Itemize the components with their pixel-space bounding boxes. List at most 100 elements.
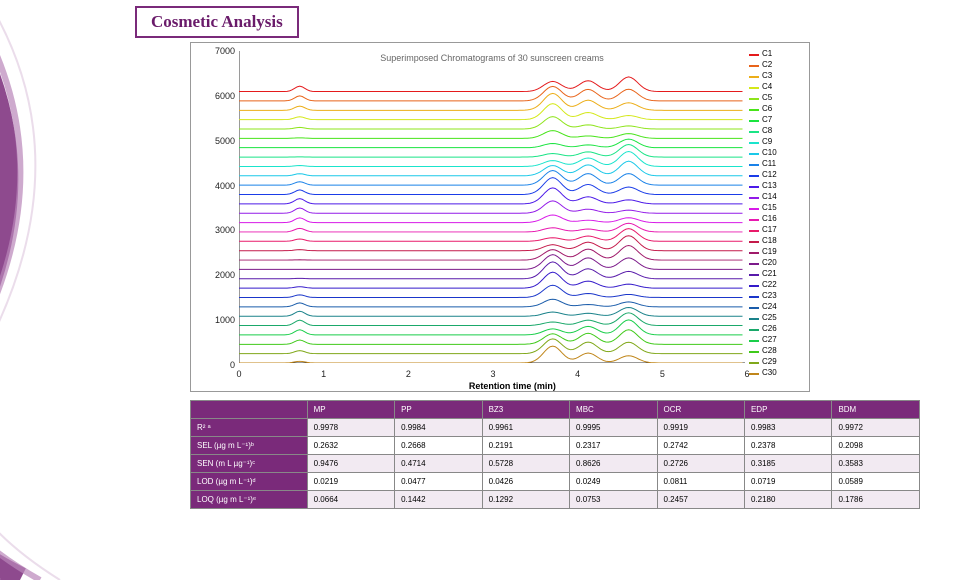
- table-cell: 0.5728: [482, 455, 569, 473]
- ytick: 5000: [197, 136, 235, 146]
- table-cell: 0.0664: [307, 491, 394, 509]
- table-row: SEN (m L µg⁻¹)ᶜ0.94760.47140.57280.86260…: [191, 455, 920, 473]
- table-cell: 0.1442: [395, 491, 482, 509]
- legend-item: C17: [749, 225, 805, 236]
- table-cell: 0.0426: [482, 473, 569, 491]
- table-cell: 0.2098: [832, 437, 920, 455]
- table-header-cell: BDM: [832, 401, 920, 419]
- table-cell: 0.1786: [832, 491, 920, 509]
- table-cell: 0.9984: [395, 419, 482, 437]
- table-cell: 0.4714: [395, 455, 482, 473]
- table-cell: 0.9961: [482, 419, 569, 437]
- legend-item: C25: [749, 313, 805, 324]
- table-cell: 0.9983: [744, 419, 831, 437]
- ytick: 3000: [197, 225, 235, 235]
- table-cell: 0.2180: [744, 491, 831, 509]
- table-cell: 0.2726: [657, 455, 744, 473]
- table-cell: 0.0589: [832, 473, 920, 491]
- decorative-swoosh: [0, 0, 160, 580]
- table-row-label: SEL (µg m L⁻¹)ᵇ: [191, 437, 308, 455]
- table-row: R² ᵃ0.99780.99840.99610.99950.99190.9983…: [191, 419, 920, 437]
- table-row-label: LOQ (µg m L⁻¹)ᵉ: [191, 491, 308, 509]
- xtick: 1: [321, 369, 326, 379]
- table-cell: 0.2378: [744, 437, 831, 455]
- legend-item: C24: [749, 302, 805, 313]
- table-cell: 0.9476: [307, 455, 394, 473]
- legend-item: C10: [749, 148, 805, 159]
- legend-item: C28: [749, 346, 805, 357]
- ytick: 2000: [197, 270, 235, 280]
- table-cell: 0.9972: [832, 419, 920, 437]
- legend-item: C26: [749, 324, 805, 335]
- chart-xlabel: Retention time (min): [469, 381, 556, 391]
- table-cell: 0.9995: [570, 419, 657, 437]
- table-cell: 0.0811: [657, 473, 744, 491]
- xtick: 0: [236, 369, 241, 379]
- legend-item: C3: [749, 71, 805, 82]
- legend-item: C27: [749, 335, 805, 346]
- legend-item: C21: [749, 269, 805, 280]
- legend-item: C2: [749, 60, 805, 71]
- legend-item: C19: [749, 247, 805, 258]
- table-cell: 0.3583: [832, 455, 920, 473]
- table-header-cell: BZ3: [482, 401, 569, 419]
- table-header-cell: [191, 401, 308, 419]
- legend-item: C5: [749, 93, 805, 104]
- legend-item: C23: [749, 291, 805, 302]
- table-row-label: R² ᵃ: [191, 419, 308, 437]
- table-cell: 0.9978: [307, 419, 394, 437]
- table-cell: 0.0719: [744, 473, 831, 491]
- legend-item: C29: [749, 357, 805, 368]
- table-header-cell: OCR: [657, 401, 744, 419]
- table-cell: 0.0219: [307, 473, 394, 491]
- legend-item: C15: [749, 203, 805, 214]
- legend-item: C8: [749, 126, 805, 137]
- legend-item: C30: [749, 368, 805, 379]
- table-header-cell: EDP: [744, 401, 831, 419]
- ytick: 4000: [197, 181, 235, 191]
- table-row: LOD (µg m L⁻¹)ᵈ0.02190.04770.04260.02490…: [191, 473, 920, 491]
- table-row-label: LOD (µg m L⁻¹)ᵈ: [191, 473, 308, 491]
- chromatogram-chart: Superimposed Chromatograms of 30 sunscre…: [190, 42, 810, 392]
- legend-item: C6: [749, 104, 805, 115]
- table-row-label: SEN (m L µg⁻¹)ᶜ: [191, 455, 308, 473]
- ytick: 6000: [197, 91, 235, 101]
- table-cell: 0.2457: [657, 491, 744, 509]
- table-cell: 0.0477: [395, 473, 482, 491]
- legend-item: C7: [749, 115, 805, 126]
- xtick: 2: [406, 369, 411, 379]
- legend-item: C18: [749, 236, 805, 247]
- table-row: SEL (µg m L⁻¹)ᵇ0.26320.26680.21910.23170…: [191, 437, 920, 455]
- legend-item: C4: [749, 82, 805, 93]
- legend-item: C9: [749, 137, 805, 148]
- xtick: 6: [744, 369, 749, 379]
- xtick: 3: [490, 369, 495, 379]
- table-cell: 0.2191: [482, 437, 569, 455]
- table-cell: 0.0753: [570, 491, 657, 509]
- table-header-cell: PP: [395, 401, 482, 419]
- ytick: 0: [197, 360, 235, 370]
- chart-legend: C1C2C3C4C5C6C7C8C9C10C11C12C13C14C15C16C…: [749, 49, 805, 385]
- table-header-cell: MP: [307, 401, 394, 419]
- table-cell: 0.2668: [395, 437, 482, 455]
- page-title: Cosmetic Analysis: [135, 6, 299, 38]
- table-cell: 0.2742: [657, 437, 744, 455]
- table-cell: 0.2632: [307, 437, 394, 455]
- legend-item: C22: [749, 280, 805, 291]
- xtick: 4: [575, 369, 580, 379]
- ytick: 1000: [197, 315, 235, 325]
- legend-item: C16: [749, 214, 805, 225]
- legend-item: C11: [749, 159, 805, 170]
- legend-item: C1: [749, 49, 805, 60]
- table-cell: 0.8626: [570, 455, 657, 473]
- xtick: 5: [660, 369, 665, 379]
- legend-item: C20: [749, 258, 805, 269]
- table-cell: 0.0249: [570, 473, 657, 491]
- table-cell: 0.9919: [657, 419, 744, 437]
- legend-item: C12: [749, 170, 805, 181]
- table-cell: 0.1292: [482, 491, 569, 509]
- ytick: 7000: [197, 46, 235, 56]
- table-cell: 0.3185: [744, 455, 831, 473]
- legend-item: C13: [749, 181, 805, 192]
- table-cell: 0.2317: [570, 437, 657, 455]
